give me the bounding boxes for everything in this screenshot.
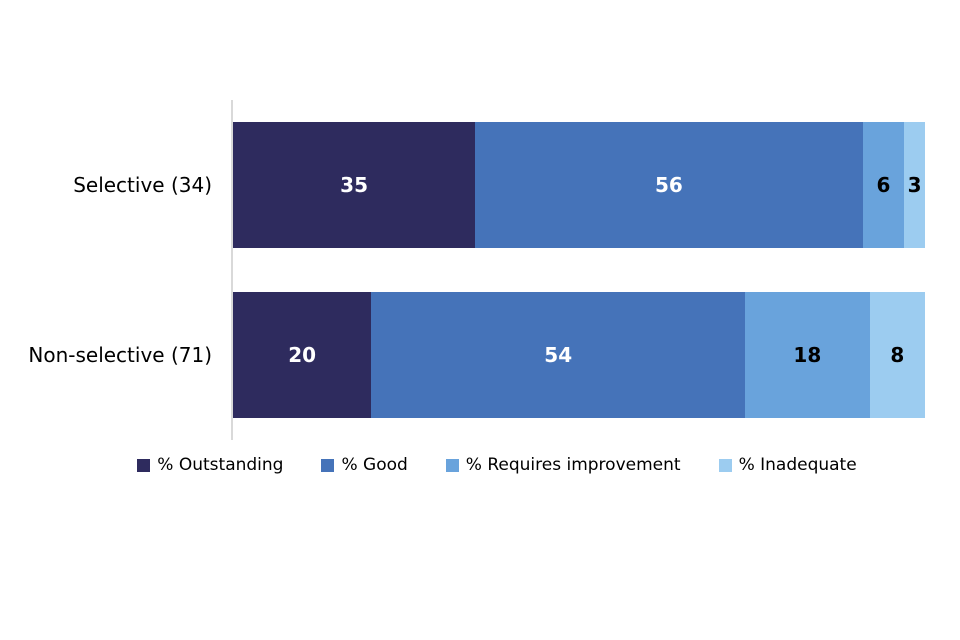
- category-label: Selective (34): [73, 173, 212, 197]
- legend-item: % Outstanding: [137, 455, 283, 475]
- legend-swatch-icon: [718, 458, 732, 472]
- bar-segment: 35: [233, 122, 476, 248]
- chart-legend: % Outstanding % Good % Requires improvemen…: [0, 455, 960, 475]
- legend-label: % Requires improvement: [465, 455, 681, 475]
- bar-value-label: 20: [288, 343, 317, 367]
- bar-row: 20 54 18 8: [233, 292, 925, 418]
- bar-segment: 6: [862, 122, 905, 248]
- bar-segment: 54: [371, 292, 746, 418]
- legend-label: % Outstanding: [157, 455, 284, 475]
- y-axis-line: [231, 100, 233, 440]
- bar-value-label: 54: [544, 343, 573, 367]
- bar-value-label: 35: [340, 173, 369, 197]
- bar-segment: 20: [233, 292, 372, 418]
- bar-value-label: 6: [876, 173, 891, 197]
- bar-segment: 3: [904, 122, 925, 248]
- bar-row: 35 56 6 3: [233, 122, 925, 248]
- legend-label: % Good: [341, 455, 408, 475]
- legend-item: % Good: [321, 455, 408, 475]
- legend-swatch-icon: [445, 458, 459, 472]
- bar-value-label: 56: [655, 173, 683, 197]
- bar-segment: 18: [745, 292, 870, 418]
- bar-segment: 56: [475, 122, 863, 248]
- bar-segment: 8: [869, 292, 925, 418]
- bar-value-label: 3: [907, 173, 922, 197]
- legend-swatch-icon: [137, 458, 151, 472]
- legend-item: % Inadequate: [718, 455, 857, 475]
- legend-label: % Inadequate: [738, 455, 857, 475]
- bar-value-label: 18: [793, 343, 822, 367]
- legend-swatch-icon: [321, 458, 335, 472]
- bar-value-label: 8: [890, 343, 905, 367]
- category-label: Non-selective (71): [28, 343, 212, 367]
- legend-item: % Requires improvement: [445, 455, 681, 475]
